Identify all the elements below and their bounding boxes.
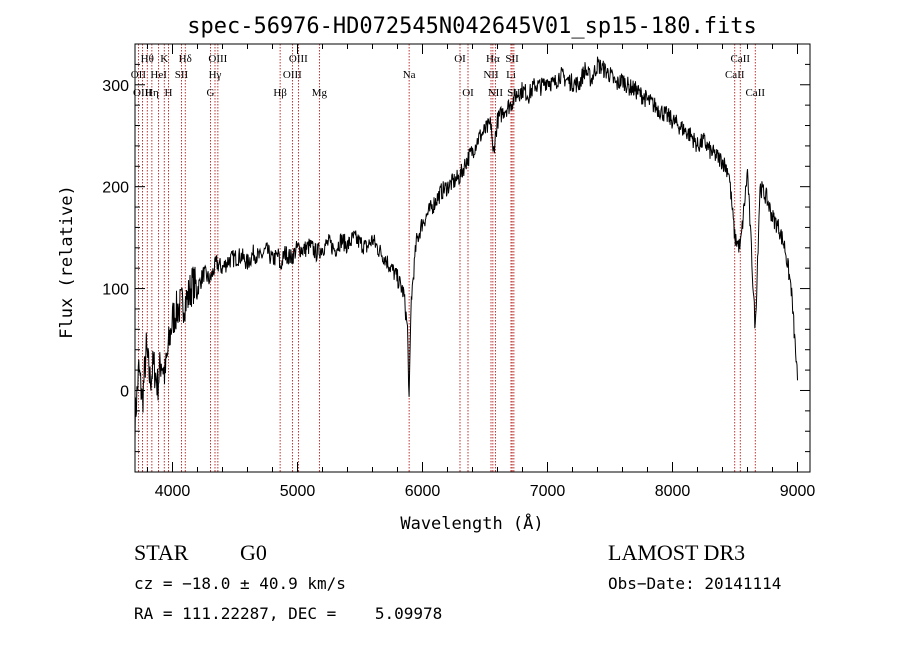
y-tick-label: 300: [102, 78, 129, 95]
x-tick-label: 6000: [405, 483, 441, 500]
spectral-line-markers: [137, 44, 756, 472]
y-tick-label: 0: [120, 383, 129, 400]
ra-dec-readout: RA = 111.22287, DEC = 5.09978: [134, 604, 443, 623]
line-label-k: K: [160, 53, 168, 65]
line-label-na: Na: [403, 69, 416, 81]
line-label-hei: HeI: [150, 69, 167, 81]
line-label-oiii: OIII: [133, 87, 152, 99]
chart-title: spec-56976-HD072545N042645V01_sp15-180.f…: [187, 14, 757, 39]
line-label-oi: OI: [454, 53, 466, 65]
line-label-nii: NII: [483, 69, 499, 81]
line-label-h: H: [165, 87, 173, 99]
x-axis-label: Wavelength (Å): [400, 512, 543, 534]
line-label-hθ: Hθ: [141, 53, 154, 65]
line-label-nii: NII: [488, 87, 504, 99]
line-label-oiii: OIII: [283, 69, 302, 81]
line-label-hα: Hα: [486, 53, 500, 65]
line-label-g: G: [207, 87, 215, 99]
line-label-caii: CaII: [730, 53, 750, 65]
y-tick-label: 100: [102, 282, 129, 299]
survey-name: LAMOST DR3: [608, 540, 746, 565]
object-subclass: G0: [240, 540, 267, 565]
x-tick-label: 7000: [530, 483, 566, 500]
line-label-caii: CaII: [745, 87, 765, 99]
line-label-sii: SII: [507, 87, 521, 99]
line-label-hβ: Hβ: [273, 87, 287, 99]
line-label-hδ: Hδ: [179, 53, 192, 65]
line-label-oiii: OIII: [208, 53, 227, 65]
line-label-sii: SII: [505, 53, 519, 65]
obs-date: Obs−Date: 20141114: [608, 574, 782, 593]
x-tick-label: 9000: [780, 483, 816, 500]
line-label-sii: SII: [175, 69, 189, 81]
redshift-readout: cz = −18.0 ± 40.9 km/s: [134, 574, 346, 593]
x-tick-label: 5000: [280, 483, 316, 500]
line-label-hη: Hη: [145, 87, 159, 99]
y-axis-label: Flux (relative): [57, 185, 77, 339]
flux-line: [134, 56, 798, 442]
y-tick-label: 200: [102, 180, 129, 197]
axis-ticks: 4000 5000 6000 7000 8000 9000 0 100 200 300: [102, 43, 816, 500]
line-label-li: Li: [506, 69, 516, 81]
object-class: STAR: [134, 540, 189, 565]
plot-frame: [134, 43, 811, 473]
line-label-oii: OII: [131, 69, 147, 81]
x-tick-label: 8000: [655, 483, 691, 500]
flux-series: [134, 56, 798, 442]
line-label-caii: CaII: [725, 69, 745, 81]
line-label-oiii: OIII: [289, 53, 308, 65]
x-tick-label: 4000: [155, 483, 191, 500]
line-label-oi: OI: [462, 87, 474, 99]
line-label-mg: Mg: [312, 87, 328, 99]
line-label-hγ: Hγ: [209, 69, 222, 81]
